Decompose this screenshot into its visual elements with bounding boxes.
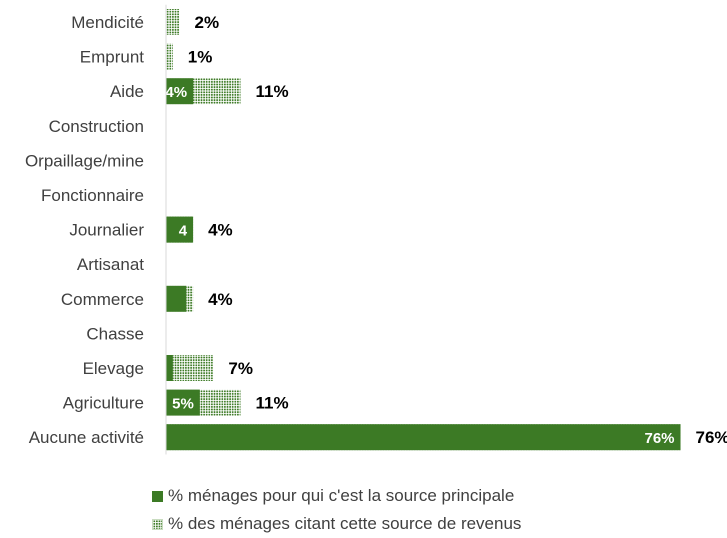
bar-cited-mendicite — [166, 9, 180, 35]
category-label-aucune-activite: Aucune activité — [29, 428, 144, 447]
data-label-cited-agriculture: 11% — [255, 394, 288, 413]
legend-item-cited-source: % des ménages citant cette source de rev… — [152, 514, 521, 534]
legend-swatch-dotted — [152, 518, 163, 530]
data-label-cited-emprunt: 1% — [188, 48, 213, 67]
category-label-journalier: Journalier — [69, 221, 144, 240]
category-label-mendicite: Mendicité — [71, 13, 144, 32]
category-label-construction: Construction — [49, 117, 144, 136]
category-label-artisanat: Artisanat — [77, 255, 144, 274]
data-label-cited-aucune-activite: 76% — [696, 428, 727, 447]
legend-label-primary-source: % ménages pour qui c'est la source princ… — [168, 486, 515, 505]
bar-primary-commerce — [166, 285, 187, 312]
data-label-cited-mendicite: 2% — [195, 13, 220, 32]
category-label-fonctionnaire: Fonctionnaire — [41, 186, 144, 205]
data-label-primary-aucune-activite: 76% — [644, 430, 674, 447]
data-label-cited-elevage: 7% — [228, 359, 253, 378]
category-label-agriculture: Agriculture — [63, 394, 144, 413]
category-label-elevage: Elevage — [83, 359, 144, 378]
category-label-emprunt: Emprunt — [80, 48, 145, 67]
category-label-chasse: Chasse — [86, 324, 144, 343]
legend-label-cited-source: % des ménages citant cette source de rev… — [168, 514, 522, 533]
category-label-aide: Aide — [110, 82, 144, 101]
legend-item-primary-source: % ménages pour qui c'est la source princ… — [152, 486, 514, 506]
bar-primary-aide — [166, 78, 194, 105]
bar-primary-agriculture — [166, 389, 200, 416]
data-label-primary-agriculture: 5% — [172, 396, 194, 413]
data-label-cited-aide: 11% — [255, 82, 288, 101]
bar-chart: Mendicité 2% Emprunt 1% Aide 4% 11% Constructio… — [25, 4, 727, 455]
legend-swatch-solid — [152, 490, 163, 502]
data-label-primary-journalier: 4 — [179, 223, 188, 240]
bar-primary-elevage — [166, 355, 173, 381]
bar-cited-elevage — [166, 355, 214, 381]
data-label-cited-journalier: 4% — [208, 221, 233, 240]
category-label-orpaillage-mine: Orpaillage/mine — [25, 151, 144, 170]
bar-primary-journalier — [166, 216, 194, 243]
data-label-primary-aide: 4% — [165, 84, 187, 101]
data-label-cited-commerce: 4% — [208, 290, 233, 309]
bar-primary-aucune-activite — [166, 424, 681, 451]
category-label-commerce: Commerce — [61, 290, 144, 309]
bar-cited-emprunt — [166, 43, 173, 70]
